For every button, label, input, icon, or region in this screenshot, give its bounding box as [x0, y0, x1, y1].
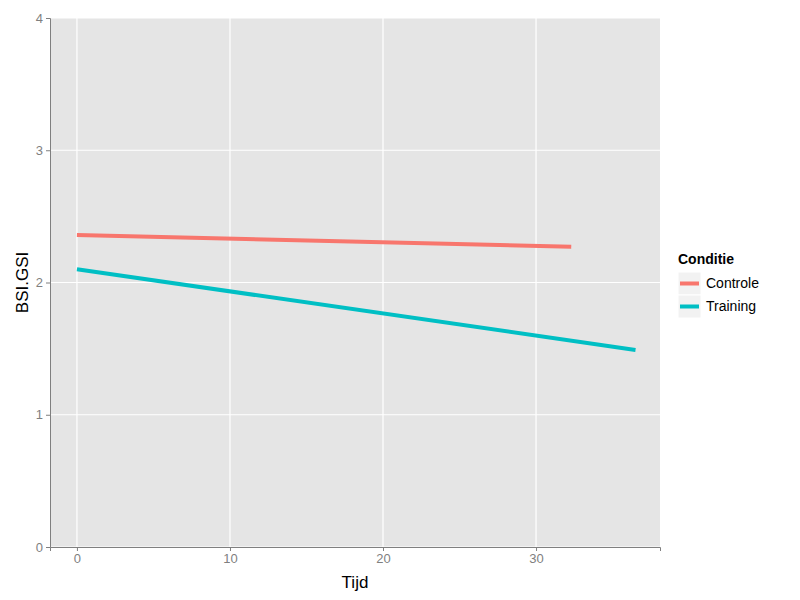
tick-label: 10: [223, 551, 237, 566]
tick: 0: [36, 540, 50, 555]
panel-background: [50, 18, 660, 547]
legend-swatch: [680, 282, 699, 286]
grid-line: [50, 414, 660, 415]
series-line: [77, 235, 571, 247]
tick: 2: [36, 275, 50, 290]
tick-mark: [46, 415, 50, 416]
series-line: [77, 269, 636, 350]
grid-line: [50, 150, 660, 151]
grid: [50, 18, 660, 547]
tick-label: 30: [529, 551, 543, 566]
legend-label: Training: [706, 298, 756, 314]
legend-title: Conditie: [678, 251, 734, 267]
tick: 0: [74, 547, 81, 566]
axis-line: [51, 548, 661, 552]
y-axis-title: BSI.GSI: [13, 252, 32, 313]
tick-mark: [46, 547, 50, 548]
legend-key: [678, 295, 701, 318]
legend: Conditie Controle Training: [678, 251, 759, 318]
legend-label: Controle: [706, 275, 759, 291]
x-axis-title: Tijd: [342, 573, 369, 592]
tick-label: 4: [36, 11, 43, 26]
y-axis: 0 1 2 3 4: [36, 11, 51, 555]
axis-line: [46, 19, 51, 548]
tick-label: 20: [376, 551, 390, 566]
tick: 3: [36, 143, 50, 158]
lines: [77, 235, 636, 350]
legend-swatch: [680, 305, 699, 309]
tick: 1: [36, 407, 50, 422]
tick-mark: [46, 18, 50, 19]
chart: 0 10 20 30 0 1 2 3 4 Tijd BSI.GSI Conditie Controle T…: [0, 0, 800, 600]
plot: 0 10 20 30 0 1 2 3 4: [36, 11, 661, 567]
tick: 4: [36, 11, 50, 26]
tick-label: 2: [36, 275, 43, 290]
tick-mark: [46, 283, 50, 284]
tick-label: 0: [74, 551, 81, 566]
x-axis: 0 10 20 30: [51, 547, 661, 566]
tick-label: 0: [36, 540, 43, 555]
tick-mark: [46, 150, 50, 151]
grid-line: [50, 17, 660, 18]
grid-line: [50, 282, 660, 283]
tick: 10: [223, 547, 237, 566]
tick: 20: [376, 547, 390, 566]
legend-key: [678, 272, 701, 295]
tick: 30: [529, 547, 543, 566]
tick-label: 1: [36, 407, 43, 422]
tick-label: 3: [36, 143, 43, 158]
